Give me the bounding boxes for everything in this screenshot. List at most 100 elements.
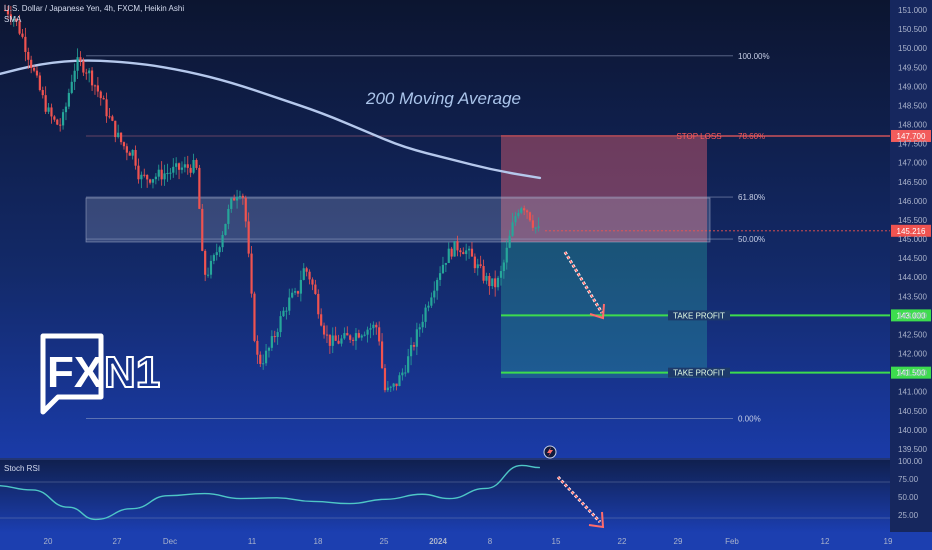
- candle-body: [447, 248, 450, 263]
- candle-body: [180, 167, 184, 170]
- stoch-rsi: 100.00 75.00 50.00 25.00: [0, 457, 923, 521]
- candle-body: [108, 116, 111, 118]
- candle-body: [285, 310, 288, 312]
- candle-body: [50, 107, 53, 117]
- price-tick-label: 150.000: [898, 44, 927, 53]
- price-tag: [891, 309, 931, 322]
- candle-body: [44, 95, 47, 112]
- candle-body: [99, 91, 102, 99]
- candle-body: [415, 329, 418, 347]
- candle-body: [41, 90, 44, 96]
- candles: [3, 4, 540, 393]
- candle-body: [61, 112, 65, 126]
- candle-body: [427, 305, 430, 308]
- candle-body: [105, 99, 108, 117]
- sma-annotation: 200 Moving Average: [365, 89, 521, 108]
- candle-body: [346, 333, 349, 336]
- candle-body: [235, 196, 239, 201]
- candle-body: [227, 208, 230, 224]
- time-tick-label: Feb: [725, 537, 739, 546]
- candle-body: [125, 146, 128, 153]
- candle-body: [148, 179, 152, 183]
- candle-body: [38, 75, 41, 91]
- price-tick-label: 141.500: [898, 369, 927, 378]
- time-tick-label: 12: [821, 537, 830, 546]
- candle-body: [482, 266, 485, 281]
- take-profit-label: TAKE PROFIT: [673, 369, 725, 378]
- candle-body: [262, 363, 265, 365]
- stoch-tick-label: 50.00: [898, 493, 919, 502]
- candle-body: [465, 250, 468, 255]
- candle-body: [276, 332, 279, 338]
- price-axis: 151.000 150.500 150.000 149.500 149.000 148.5…: [898, 6, 927, 454]
- label-bg: [668, 367, 730, 378]
- stoch-line: [0, 464, 540, 521]
- price-tick-label: 149.500: [898, 63, 927, 72]
- stop-loss-label: STOP LOSS: [676, 132, 721, 141]
- candle-body: [479, 264, 482, 267]
- candle-body: [169, 172, 172, 174]
- candle-body: [459, 250, 462, 253]
- sma-line: [0, 59, 542, 180]
- candle-body: [215, 252, 218, 256]
- candle-body: [534, 227, 537, 229]
- candle-body: [511, 222, 514, 236]
- candle-body: [505, 247, 508, 263]
- candle-body: [244, 197, 247, 222]
- candle-body: [64, 106, 68, 113]
- time-tick-label: 19: [884, 537, 893, 546]
- candle-body: [322, 325, 326, 335]
- time-tick-label: 29: [674, 537, 683, 546]
- down-arrow-main: [563, 251, 605, 320]
- candle-body: [204, 250, 207, 275]
- candle-body: [122, 142, 126, 147]
- candle-body: [369, 328, 372, 330]
- price-tag: [891, 129, 931, 142]
- candle-body: [386, 387, 389, 391]
- candle-body: [380, 341, 384, 369]
- price-tick-label: 139.500: [898, 445, 927, 454]
- candle-body: [279, 316, 282, 333]
- candle-body: [241, 195, 244, 198]
- candle-body: [473, 256, 476, 269]
- candle-body: [343, 333, 346, 339]
- candle-body: [53, 116, 56, 120]
- candle-body: [438, 273, 442, 280]
- candle-body: [520, 208, 523, 213]
- candle-body: [453, 241, 456, 257]
- candle-body: [56, 119, 59, 125]
- candle-body: [488, 275, 491, 287]
- candle-body: [508, 235, 511, 248]
- candle-body: [85, 72, 88, 74]
- price-tick-label: 147.000: [898, 159, 927, 168]
- candle-body: [302, 268, 305, 280]
- candle-body: [131, 150, 134, 156]
- candle-body: [206, 274, 210, 276]
- candle-body: [175, 163, 178, 167]
- chart-title: U.S. Dollar / Japanese Yen, 4h, FXCM, He…: [4, 4, 184, 13]
- candle-body: [82, 60, 85, 73]
- time-tick-label: 2024: [429, 537, 447, 546]
- candle-body: [73, 70, 76, 82]
- price-tag: [891, 366, 931, 379]
- lightning-icon[interactable]: [543, 445, 557, 459]
- trade-levels: STOP LOSS 147.700 TAKE PROFIT 143.000 TAKE P…: [501, 129, 931, 379]
- candle-body: [407, 356, 410, 373]
- candle-body: [267, 347, 271, 351]
- price-tick-label: 145.000: [898, 235, 927, 244]
- candle-body: [32, 67, 36, 71]
- svg-text:FX: FX: [47, 348, 103, 397]
- time-axis: 20 27 Dec 11 18 25 2024 8 15 22 29 Feb 12 19: [44, 537, 893, 546]
- candle-body: [514, 216, 517, 223]
- candle-body: [151, 179, 155, 183]
- candle-body: [325, 334, 329, 336]
- candle-body: [21, 33, 24, 37]
- candle-body: [311, 279, 314, 285]
- time-tick-label: 8: [488, 537, 493, 546]
- candle-body: [88, 70, 91, 74]
- candle-body: [250, 253, 253, 294]
- price-tick-label: 147.500: [898, 140, 927, 149]
- candle-body: [421, 321, 424, 328]
- resistance-zone: [85, 197, 711, 243]
